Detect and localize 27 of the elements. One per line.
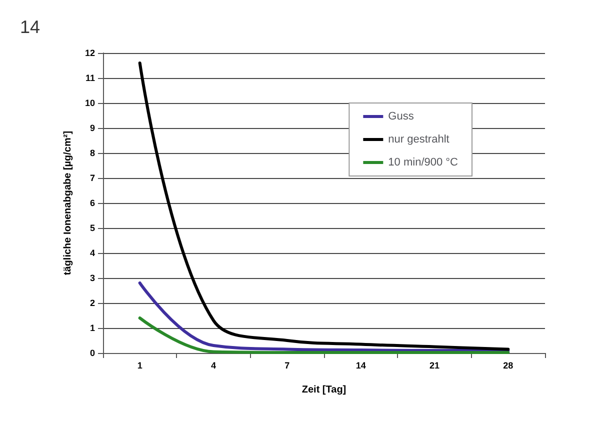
y-tick-label: 2 — [90, 298, 95, 308]
y-tick-label: 1 — [90, 323, 95, 333]
line-series — [138, 282, 510, 352]
y-tick-label: 8 — [90, 148, 95, 158]
x-tick-label: 7 — [284, 360, 290, 370]
y-tick-label: 5 — [90, 223, 95, 233]
y-tick-label: 4 — [90, 248, 95, 258]
x-tick-label: 1 — [137, 360, 142, 370]
x-tick-label: 21 — [429, 360, 440, 370]
y-tick-label: 9 — [90, 123, 95, 133]
x-tick-label: 4 — [210, 360, 216, 370]
legend-label: 10 min/900 °C — [388, 156, 458, 168]
legend-label: nur gestrahlt — [388, 134, 450, 146]
y-tick-label: 0 — [90, 348, 95, 358]
x-tick-label: 28 — [503, 360, 514, 370]
y-axis-title: tägliche Ionenabgabe [µg/cm²] — [62, 130, 74, 276]
x-axis-title: Zeit [Tag] — [302, 384, 346, 396]
y-tick-label: 12 — [84, 48, 95, 58]
y-tick-label: 7 — [90, 173, 95, 183]
y-tick-label: 11 — [85, 73, 95, 83]
x-tick-label: 14 — [356, 360, 366, 370]
y-tick-label: 3 — [90, 273, 95, 283]
y-tick-label: 10 — [84, 98, 95, 108]
text: 14 — [20, 17, 40, 37]
y-tick-label: 6 — [90, 198, 95, 208]
line-series — [138, 62, 510, 351]
legend-label: Guss — [388, 110, 414, 122]
